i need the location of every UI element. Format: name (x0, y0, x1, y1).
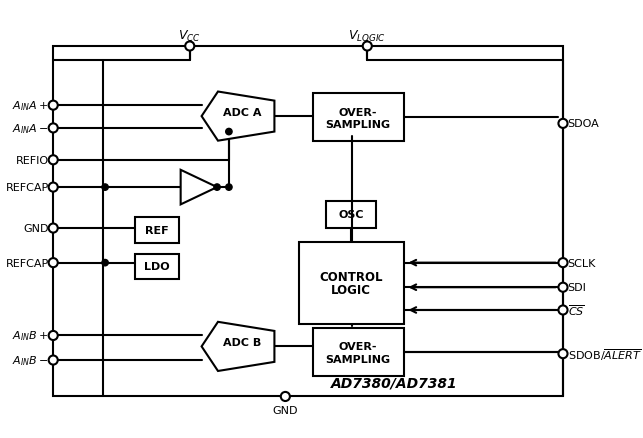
Circle shape (49, 124, 58, 133)
Text: OSC: OSC (338, 210, 364, 220)
Text: OVER-: OVER- (339, 107, 377, 117)
Text: $\overline{CS}$: $\overline{CS}$ (568, 303, 584, 318)
Circle shape (102, 184, 108, 191)
Bar (312, 328, 404, 376)
Text: REFCAP: REFCAP (5, 258, 49, 268)
Bar (299, 242, 404, 324)
Circle shape (49, 258, 58, 268)
Circle shape (558, 120, 568, 129)
Text: SAMPLING: SAMPLING (325, 354, 391, 364)
Text: $V_{LOGIC}$: $V_{LOGIC}$ (349, 28, 386, 43)
Text: ADC B: ADC B (223, 337, 262, 347)
Text: CONTROL: CONTROL (319, 270, 383, 283)
Text: REFIO: REFIO (15, 155, 49, 166)
Circle shape (281, 392, 290, 401)
Bar (312, 94, 404, 141)
Text: $A_{IN}A+$: $A_{IN}A+$ (12, 99, 49, 113)
Text: AD7380/AD7381: AD7380/AD7381 (331, 376, 458, 390)
Circle shape (558, 258, 568, 268)
Text: REFCAP: REFCAP (5, 183, 49, 193)
Text: REF: REF (145, 226, 169, 235)
Polygon shape (202, 92, 275, 141)
Circle shape (49, 224, 58, 233)
Text: ADC A: ADC A (223, 107, 262, 117)
Circle shape (49, 356, 58, 365)
Circle shape (226, 184, 232, 191)
Circle shape (185, 42, 194, 51)
Circle shape (49, 331, 58, 340)
Text: $A_{IN}B-$: $A_{IN}B-$ (12, 353, 49, 367)
Text: $A_{IN}A-$: $A_{IN}A-$ (12, 122, 49, 135)
Text: GND: GND (23, 223, 49, 233)
Circle shape (49, 156, 58, 165)
Text: SAMPLING: SAMPLING (325, 120, 391, 130)
Text: OVER-: OVER- (339, 342, 377, 352)
Circle shape (558, 350, 568, 358)
Text: GND: GND (273, 405, 298, 415)
Text: LDO: LDO (144, 261, 170, 272)
Text: SDOB/$\overline{ALERT}$: SDOB/$\overline{ALERT}$ (568, 346, 641, 362)
Text: $V_{CC}$: $V_{CC}$ (178, 28, 201, 43)
Circle shape (558, 283, 568, 292)
Circle shape (558, 306, 568, 315)
Bar (135, 218, 179, 243)
Circle shape (226, 129, 232, 135)
Circle shape (49, 183, 58, 192)
Text: $A_{IN}B+$: $A_{IN}B+$ (12, 329, 49, 343)
Text: SDI: SDI (568, 283, 586, 293)
Polygon shape (202, 322, 275, 371)
Text: SCLK: SCLK (568, 258, 596, 268)
Text: LOGIC: LOGIC (331, 284, 371, 297)
Polygon shape (181, 170, 217, 205)
Circle shape (102, 260, 108, 266)
Circle shape (49, 101, 58, 110)
Bar (135, 254, 179, 279)
Circle shape (214, 184, 221, 191)
Circle shape (363, 42, 372, 51)
Text: SDOA: SDOA (568, 119, 599, 129)
Bar (53, 47, 563, 396)
Bar (326, 201, 376, 229)
